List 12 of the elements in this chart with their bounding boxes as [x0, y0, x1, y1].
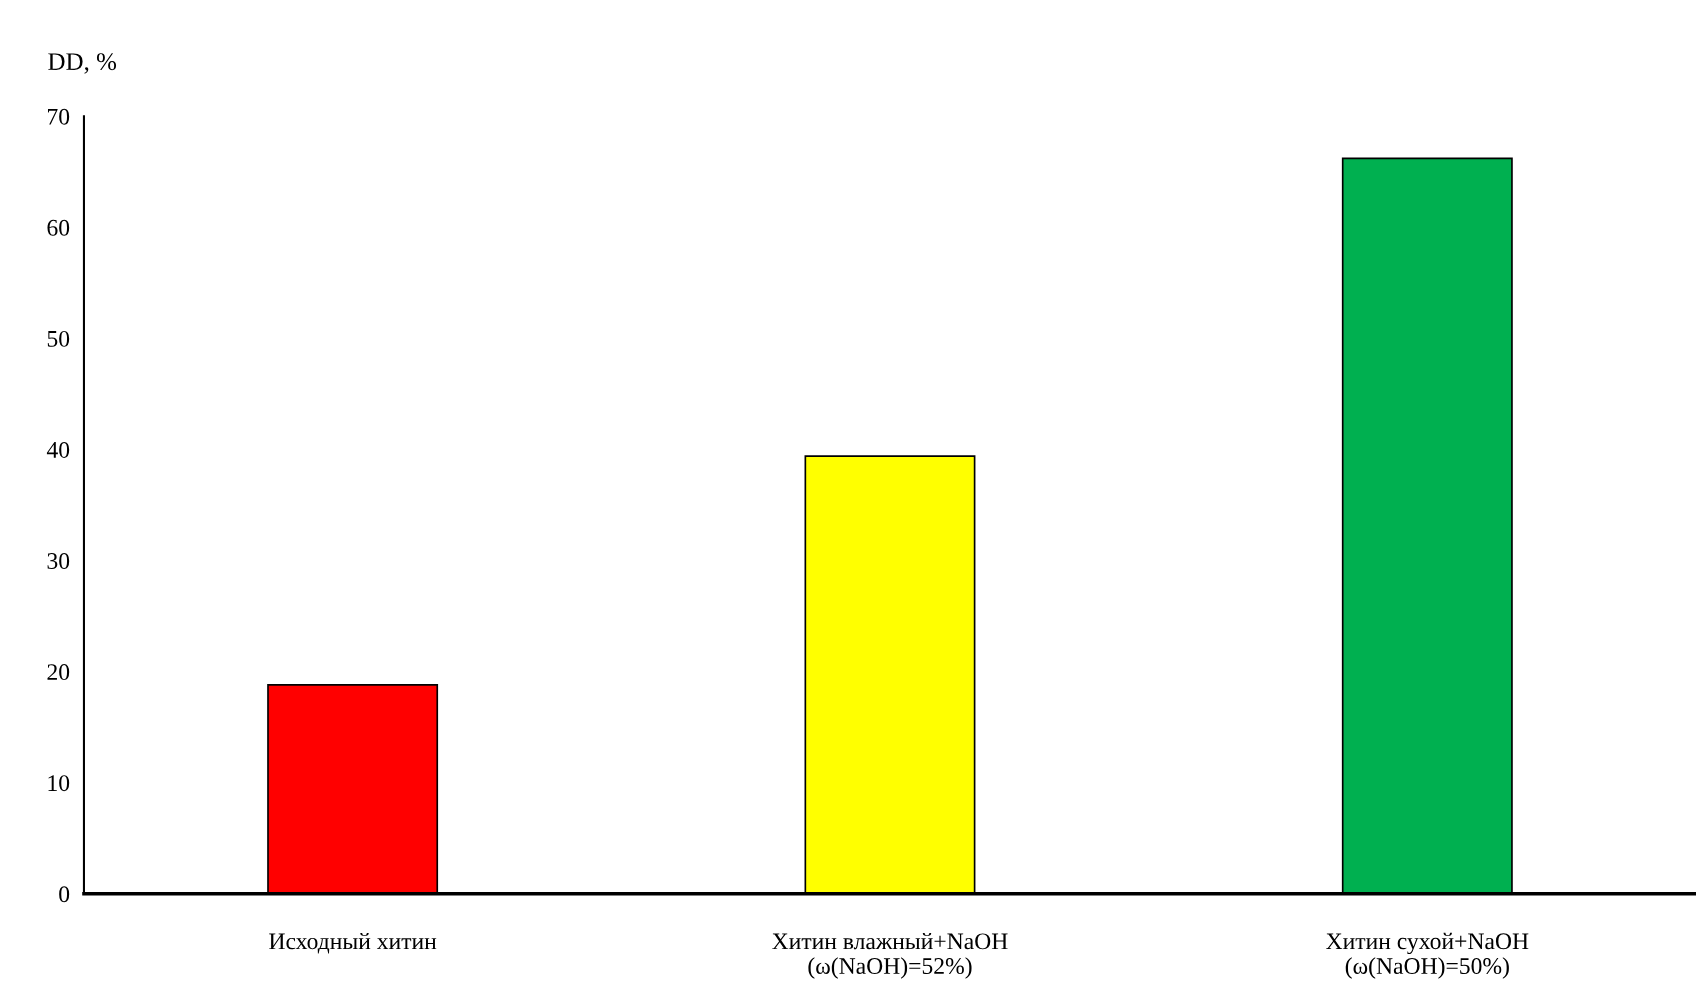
y-axis-title: DD, %	[48, 53, 117, 74]
x-tick-label: Исходный хитин	[269, 932, 437, 954]
x-tick-label: Хитин влажный+NaOH (ω(NaOH)=52%)	[772, 932, 1008, 979]
y-tick-label: 40	[46, 441, 70, 458]
y-tick-label: 70	[48, 108, 70, 125]
y-tick-label: 10	[48, 775, 70, 792]
y-tick-label: 0	[59, 886, 70, 903]
y-tick-label: 30	[47, 553, 70, 569]
x-tick-label: Хитин сухой+NaOH (ω(NaOH)=50%)	[1326, 932, 1529, 979]
y-tick-label: 50	[47, 330, 70, 347]
y-tick-label: 20	[47, 664, 70, 681]
y-tick-label: 60	[47, 219, 70, 236]
